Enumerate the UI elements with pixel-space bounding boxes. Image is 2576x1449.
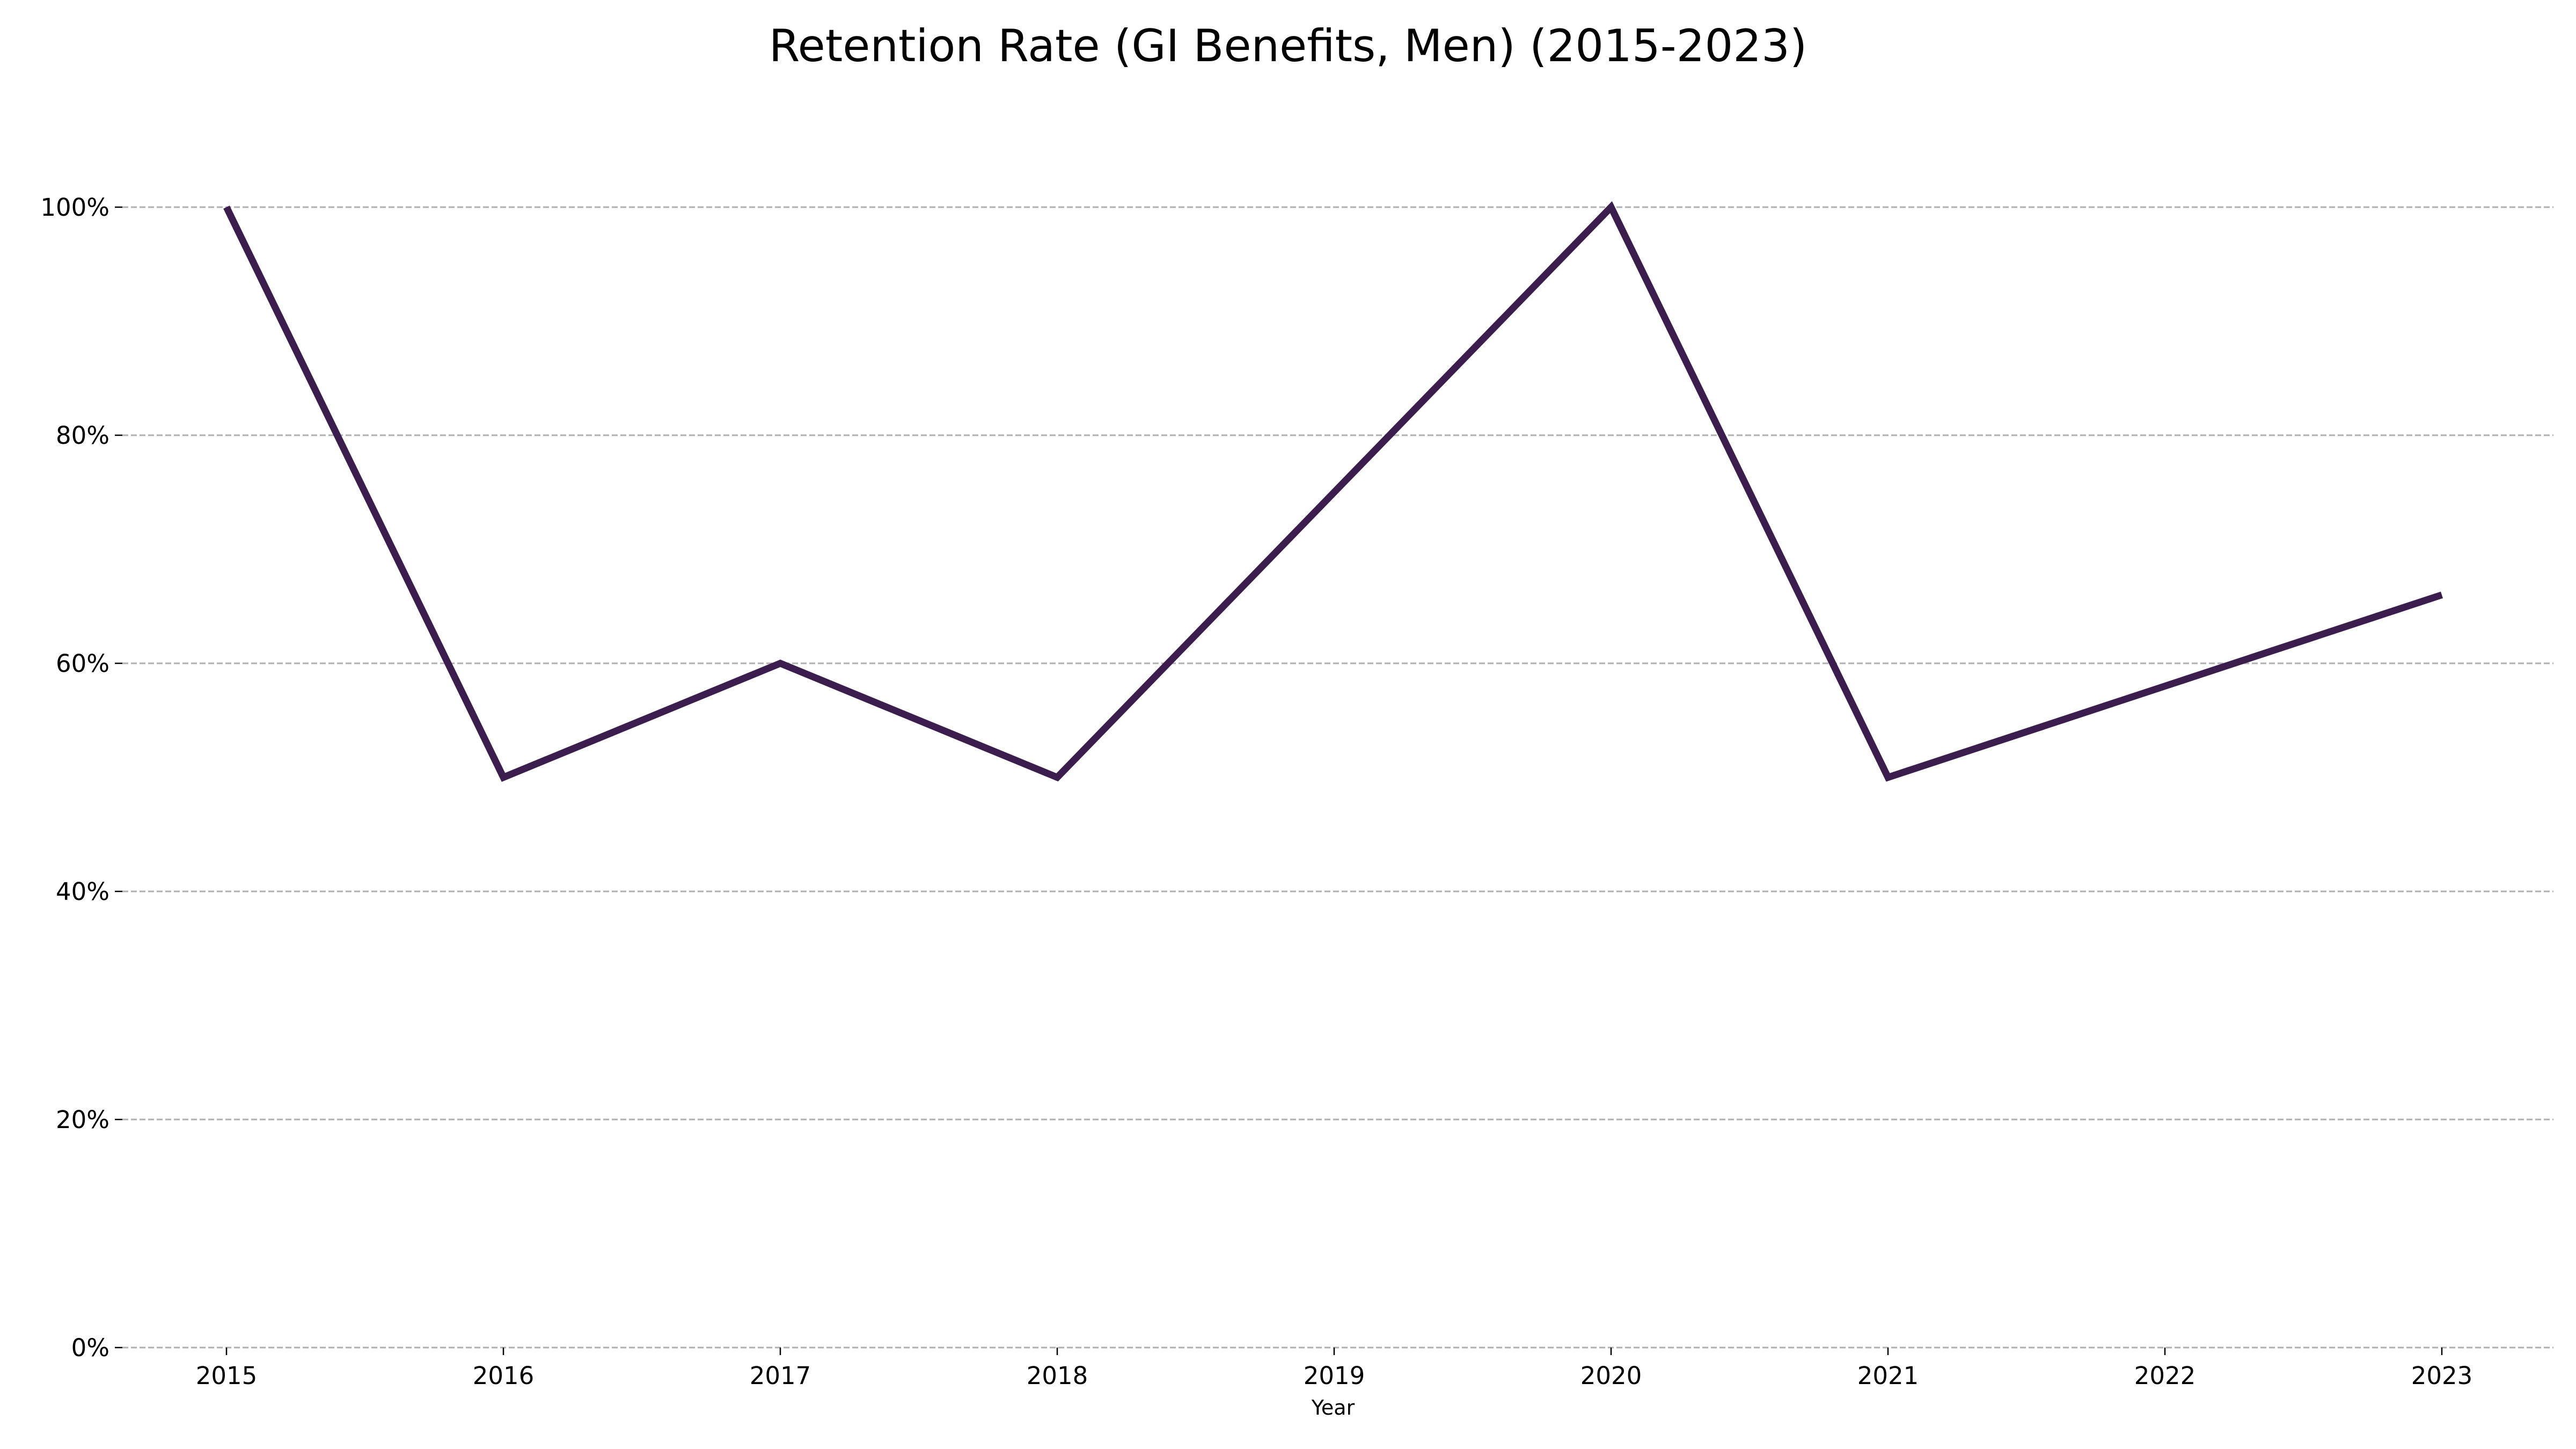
x-tick-label: 2021 — [1857, 1362, 1919, 1390]
y-tick-label: 40% — [56, 877, 109, 906]
x-tick-label: 2016 — [473, 1362, 535, 1390]
axis-ticks: 0% 20% 40% 60% 80% 100% 2015 2016 2017 2018 2019 20… — [40, 193, 2472, 1390]
series-layer — [223, 201, 2443, 782]
y-tick-label: 80% — [56, 421, 109, 450]
x-tick-label: 2020 — [1580, 1362, 1642, 1390]
y-tick-label: 100% — [40, 193, 109, 222]
x-tick-label: 2019 — [1304, 1362, 1365, 1390]
x-tick-label: 2015 — [196, 1362, 258, 1390]
x-tick-label: 2017 — [750, 1362, 811, 1390]
chart-title: Retention Rate (GI Benefits, Men) (2015-… — [769, 20, 1807, 72]
x-axis-label: Year — [1311, 1396, 1355, 1419]
y-tick-label: 60% — [56, 649, 109, 678]
x-tick-label: 2018 — [1027, 1362, 1088, 1390]
y-tick-label: 20% — [56, 1106, 109, 1134]
x-tick-label: 2023 — [2411, 1362, 2473, 1390]
gridlines — [122, 206, 2553, 1349]
y-tick-label: 0% — [71, 1334, 109, 1362]
x-tick-label: 2022 — [2134, 1362, 2196, 1390]
series-line — [223, 201, 2443, 782]
